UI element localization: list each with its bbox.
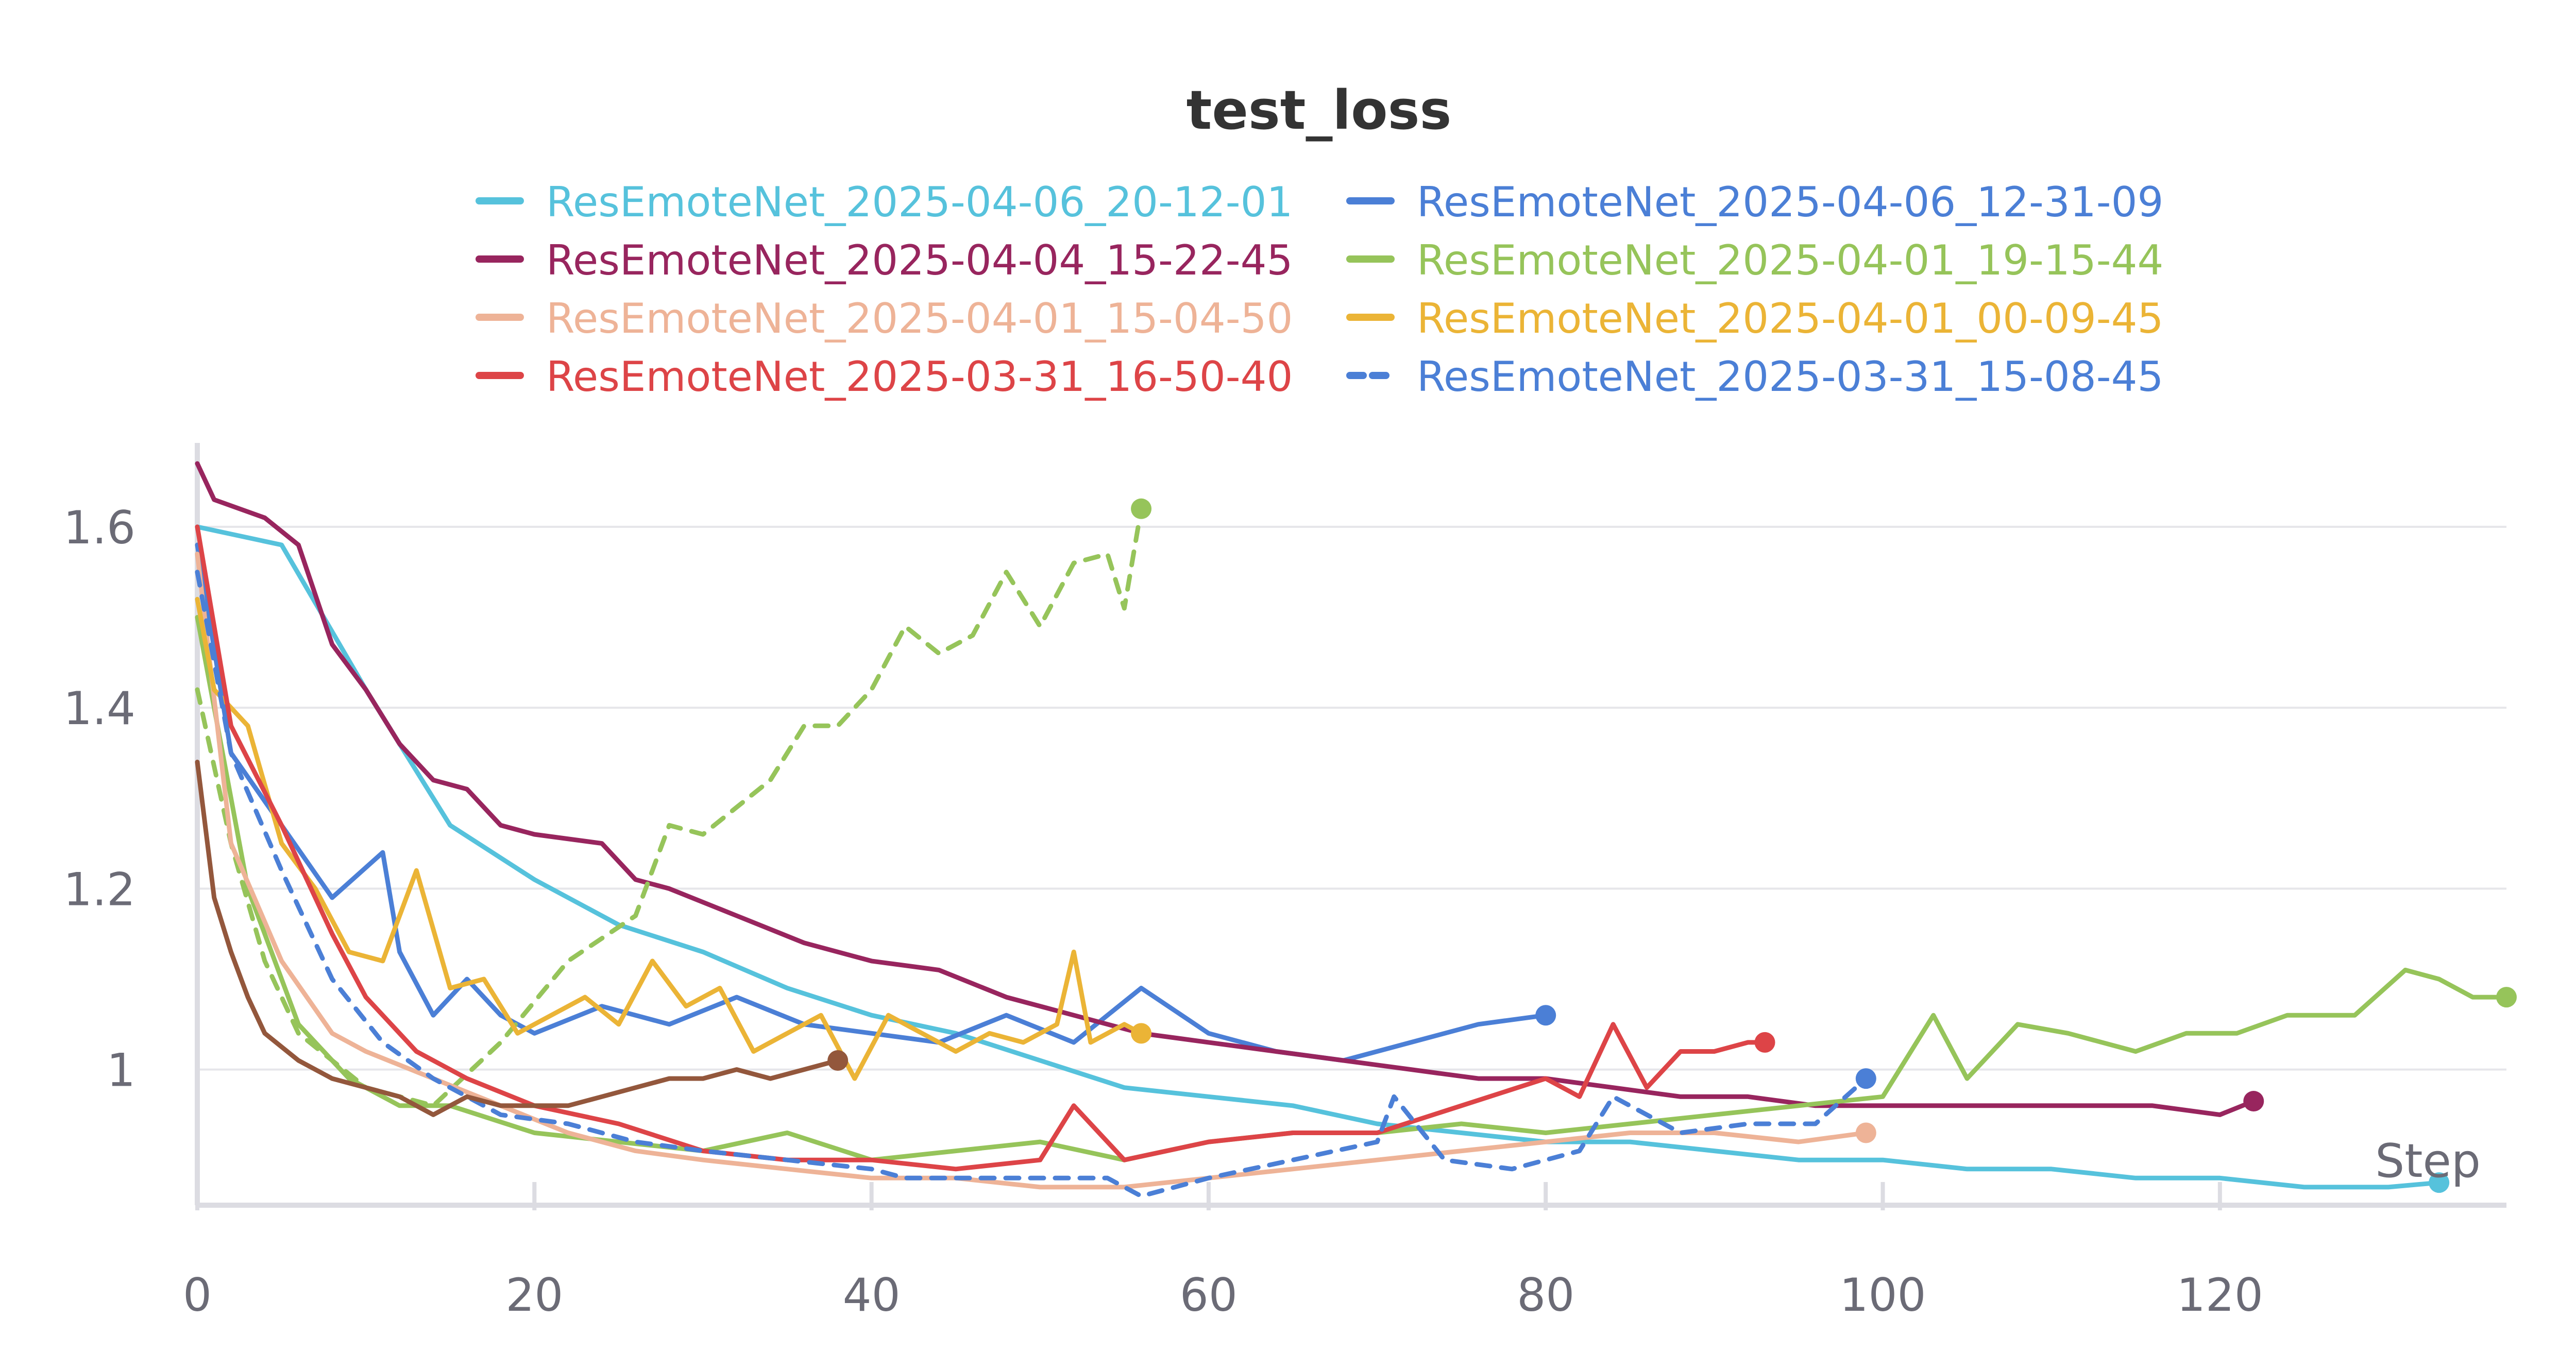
y-tick-label: 1.6 [63,501,135,554]
legend-item: ResEmoteNet_2025-04-06_20-12-01 [476,178,1293,226]
series-end-marker [1131,498,1152,519]
series-end-marker [1535,1005,1556,1026]
series-end-marker [2243,1091,2264,1112]
series-end-marker [2429,1172,2450,1193]
x-tick-label: 0 [183,1269,212,1322]
grid [197,525,2506,1071]
series-end-markers [827,498,2517,1193]
legend: ResEmoteNet_2025-04-06_20-12-01 ResEmoteN… [476,178,2163,401]
x-tick-label: 40 [843,1269,901,1322]
x-tick-label: 100 [1840,1269,1926,1322]
legend-item: ResEmoteNet_2025-04-01_15-04-50 [476,295,1293,342]
legend-item: ResEmoteNet_2025-04-01_00-09-45 [1346,295,2163,342]
series-line [195,760,840,1117]
legend-label: ResEmoteNet_2025-04-01_19-15-44 [1417,236,2163,284]
series-end-marker [827,1050,849,1071]
legend-item: ResEmoteNet_2025-03-31_16-50-40 [476,353,1293,401]
series-end-marker [1131,1023,1152,1044]
y-tick-label: 1.2 [63,863,135,916]
legend-label: ResEmoteNet_2025-03-31_16-50-40 [546,353,1293,401]
x-tick-label: 20 [505,1269,563,1322]
y-tick-label: 1.4 [63,682,135,735]
series-end-marker [1855,1068,1876,1089]
legend-item: ResEmoteNet_2025-04-01_19-15-44 [1346,236,2163,284]
y-tick-label: 1 [107,1044,135,1097]
x-tick-label: 80 [1517,1269,1574,1322]
series-line [195,570,1869,1198]
legend-label: ResEmoteNet_2025-04-04_15-22-45 [546,236,1293,284]
legend-label: ResEmoteNet_2025-04-01_15-04-50 [546,295,1293,342]
series-end-marker [1754,1032,1775,1053]
x-axis-label: Step [2375,1134,2481,1188]
series-line [195,524,1767,1172]
chart-title: test_loss [1187,79,1452,142]
axes: 1 1.2 1.4 1.6 0 20 40 60 80 100 120 [63,443,2506,1322]
series-end-marker [2496,987,2517,1008]
series-line [195,524,2442,1190]
series-line [195,615,2509,1162]
series-line [195,461,2256,1117]
x-tick-label: 120 [2177,1269,2263,1322]
series-line [195,596,1144,1081]
legend-item: ResEmoteNet_2025-03-31_15-08-45 [1346,353,2163,401]
legend-label: ResEmoteNet_2025-04-01_00-09-45 [1417,295,2163,342]
legend-label: ResEmoteNet_2025-03-31_15-08-45 [1417,353,2163,401]
series-lines [195,461,2509,1198]
legend-label: ResEmoteNet_2025-04-06_20-12-01 [546,178,1293,226]
legend-item: ResEmoteNet_2025-04-06_12-31-09 [1346,178,2163,226]
x-tick-label: 60 [1180,1269,1238,1322]
legend-item: ResEmoteNet_2025-04-04_15-22-45 [476,236,1293,284]
series-end-marker [1855,1122,1876,1143]
legend-label: ResEmoteNet_2025-04-06_12-31-09 [1417,178,2163,226]
